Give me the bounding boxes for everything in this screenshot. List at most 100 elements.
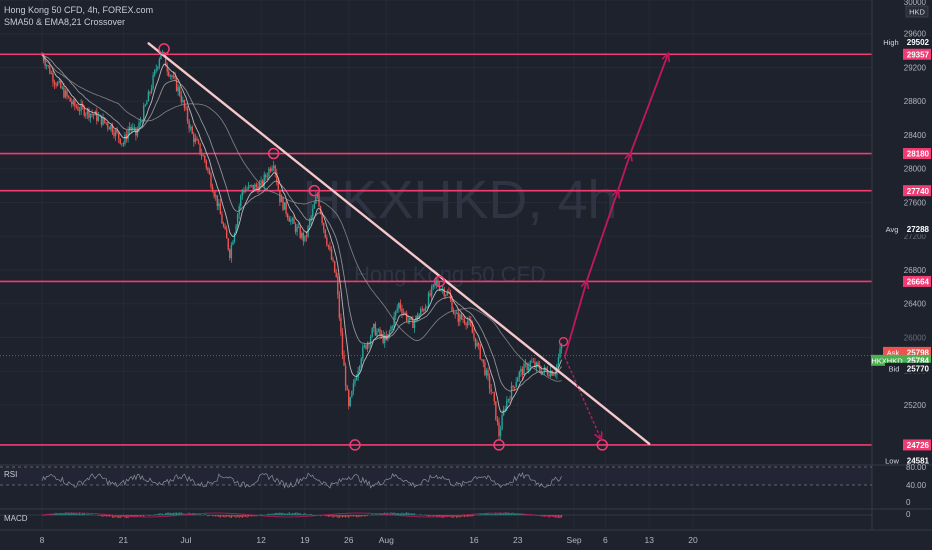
indicator-info: SMA50 & EMA8,21 Crossover	[4, 17, 126, 27]
candle-body	[365, 345, 367, 349]
macd-histogram-bar	[432, 515, 434, 517]
macd-histogram-bar	[420, 514, 422, 516]
bullish-projection-arrow[interactable]	[617, 154, 631, 191]
candle-body	[144, 104, 146, 106]
candle-body	[551, 370, 553, 376]
macd-histogram-bar	[149, 515, 151, 516]
time-tick-label: 19	[300, 535, 310, 545]
candle-body	[251, 184, 253, 186]
macd-histogram-bar	[476, 514, 478, 516]
macd-histogram-bar	[440, 515, 442, 518]
macd-histogram-bar	[349, 515, 351, 517]
candle-body	[197, 140, 200, 144]
macd-histogram-bar	[249, 515, 251, 517]
candle-body	[443, 288, 445, 296]
horizontal-levels[interactable]	[0, 53, 872, 446]
macd-histogram-bar	[459, 515, 461, 518]
macd-histogram-bar	[233, 515, 236, 517]
candle-body	[542, 371, 544, 375]
candle-body	[64, 90, 67, 98]
bullish-projection-arrow[interactable]	[629, 54, 668, 154]
last-label: HKXHKD	[871, 357, 903, 366]
bid-tag	[885, 362, 903, 374]
macd-histogram-bar	[111, 515, 114, 518]
bullish-projection-arrow[interactable]	[563, 281, 587, 358]
macd-histogram-bar	[97, 515, 99, 516]
candle-body	[291, 218, 294, 220]
macd-histogram-bar	[147, 515, 150, 516]
candle-body	[168, 71, 170, 76]
candle-body	[102, 117, 104, 125]
macd-histogram-bar	[91, 514, 93, 516]
candle-body	[88, 109, 90, 118]
candle-body	[152, 75, 154, 89]
candle-body	[188, 120, 190, 129]
time-tick-label: 12	[256, 535, 266, 545]
macd-histogram-bar	[71, 512, 73, 516]
candle-body	[499, 429, 502, 437]
candle-body	[470, 320, 472, 326]
descending-trendline[interactable]	[147, 42, 651, 445]
macd-histogram-bar	[360, 515, 362, 517]
macd-histogram-bar	[262, 515, 264, 516]
macd-histogram-bar	[457, 515, 459, 518]
candle-body	[346, 386, 348, 391]
candle-body	[119, 138, 121, 144]
candle-body	[58, 81, 60, 83]
candle-body	[446, 291, 449, 295]
macd-histogram-bar	[509, 513, 511, 516]
candle-body	[296, 227, 298, 232]
macd-histogram-bar	[551, 515, 553, 517]
candle-body	[517, 377, 519, 382]
candle-body	[305, 235, 308, 237]
candle-body	[94, 111, 96, 116]
price-scale[interactable]: 30000HKD25200256002600026400268002720027…	[871, 0, 932, 530]
candle-body	[282, 197, 284, 210]
candle-body	[382, 334, 384, 343]
macd-histogram-bar	[387, 512, 389, 516]
candle-body	[52, 73, 54, 82]
annotations[interactable]	[147, 42, 668, 451]
candle-body	[355, 377, 358, 380]
bullish-projection-arrow[interactable]	[585, 191, 618, 282]
macd-histogram-bar	[515, 513, 517, 516]
candle-body	[374, 323, 377, 336]
candle-body	[496, 419, 499, 423]
macd-histogram-bar	[351, 515, 353, 517]
candle-body	[362, 346, 364, 359]
moving-averages	[41, 54, 563, 413]
level-badge	[903, 48, 931, 60]
macd-histogram-bar	[330, 515, 333, 517]
avg-badge	[903, 223, 931, 235]
candle-body	[136, 129, 139, 136]
macd-histogram-bar	[68, 512, 70, 516]
macd-histogram-bar	[468, 515, 470, 517]
candle-body	[143, 105, 145, 121]
candle-body	[205, 160, 208, 168]
candle-body	[423, 309, 425, 311]
candle-body	[498, 422, 500, 437]
macd-histogram-bar	[366, 515, 369, 516]
candle-body	[138, 122, 140, 130]
time-axis[interactable]: 8 21 Jul 12 19 26 Aug 16 23 Sep 6 13 20	[0, 529, 932, 550]
candle-body	[415, 315, 417, 321]
macd-histogram-bar	[60, 512, 62, 516]
candle-body	[221, 214, 223, 224]
candle-body	[277, 182, 280, 190]
swing-point-marker	[493, 439, 505, 451]
candle-body	[174, 75, 176, 79]
candle-body	[114, 130, 117, 137]
currency-badge	[905, 5, 929, 18]
macd-histogram-bar	[429, 515, 431, 517]
candle-body	[535, 362, 538, 368]
candle-body	[97, 116, 100, 121]
macd-histogram-bar	[226, 515, 228, 517]
ema21-line	[41, 54, 562, 392]
macd-histogram-bar	[58, 512, 60, 516]
candle-body	[258, 183, 261, 192]
macd-histogram-bar	[451, 515, 453, 518]
macd-histogram-bar	[301, 514, 303, 516]
macd-histogram-bar	[180, 512, 182, 516]
candle-body	[132, 127, 134, 130]
